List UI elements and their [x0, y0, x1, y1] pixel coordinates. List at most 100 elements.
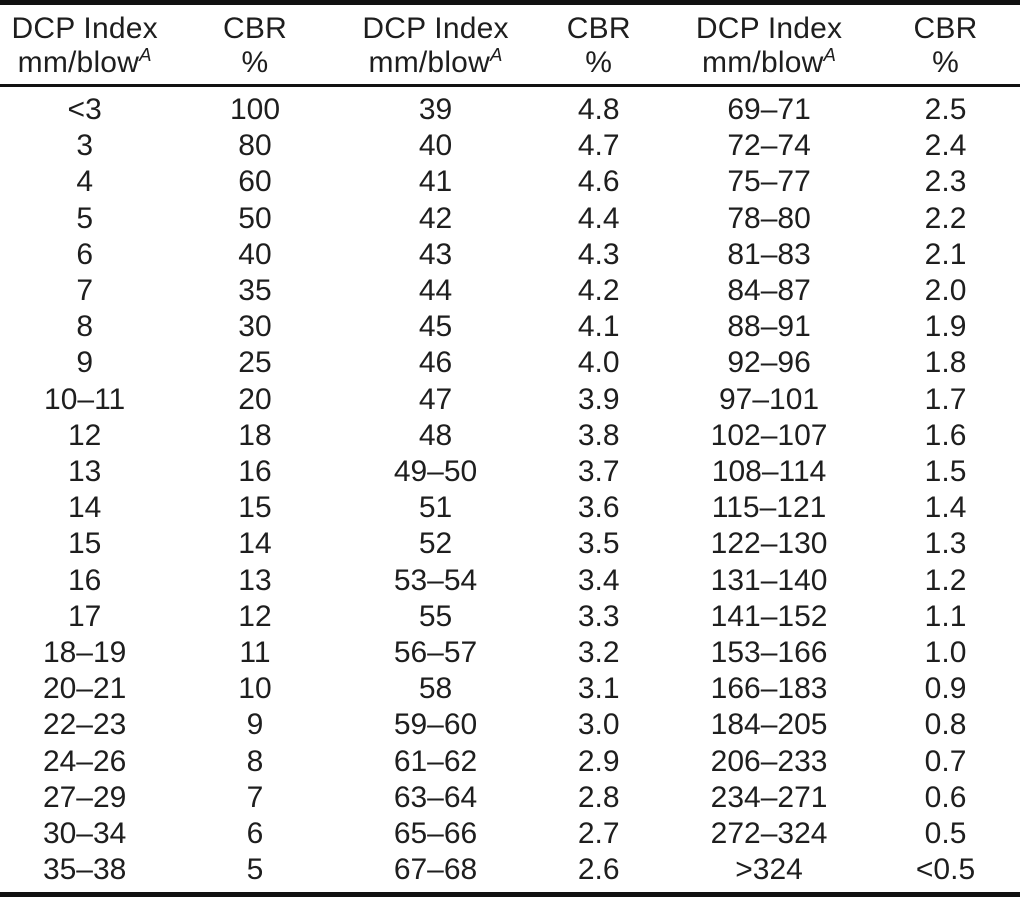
table-cell: 78–80 — [727, 201, 811, 235]
table-cell: 1.0 — [924, 636, 967, 670]
table-cell: 131–140 — [710, 563, 828, 597]
table-row: 3 80 40 4.7 72–74 2.4 — [0, 128, 1020, 164]
table-cell: 81–83 — [727, 237, 811, 271]
table-cell: 5 — [76, 201, 93, 235]
table-cell: 55 — [418, 599, 453, 633]
table-cell: 13 — [238, 563, 272, 597]
table-cell: 30 — [238, 310, 272, 344]
footnote-marker: A — [823, 44, 837, 65]
column-header-line2: mm/blowA — [368, 44, 503, 79]
table-row: 10–11 20 47 3.9 97–101 1.7 — [0, 382, 1020, 418]
table-cell: 80 — [238, 129, 272, 163]
table-cell: 166–183 — [710, 672, 828, 706]
table-cell: 6 — [246, 817, 264, 851]
table-cell: 41 — [418, 165, 453, 199]
table-cell: 153–166 — [710, 636, 828, 670]
table-cell: 47 — [418, 382, 453, 416]
table-cell: 0.5 — [924, 817, 967, 851]
table-cell: 3 — [76, 129, 93, 163]
table-row: 8 30 45 4.1 88–91 1.9 — [0, 309, 1020, 345]
table-cell: 4.7 — [577, 129, 620, 163]
table-cell: 9 — [246, 708, 264, 742]
column-header-line1: CBR — [913, 12, 978, 45]
table-cell: 61–62 — [393, 744, 478, 778]
table-cell: 67–68 — [393, 853, 478, 887]
correlation-table: DCP Index mm/blowA CBR% DCP Index mm/blowA CB… — [0, 5, 1020, 892]
table-cell: 4.0 — [577, 346, 620, 380]
table-row: 6 40 43 4.3 81–83 2.1 — [0, 237, 1020, 273]
table-row: 16 13 53–54 3.4 131–140 1.2 — [0, 563, 1020, 599]
table-cell: 9 — [76, 346, 93, 380]
table-cell: 2.2 — [924, 201, 967, 235]
table-cell: 22–23 — [42, 708, 127, 742]
table-cell: 2.1 — [924, 237, 967, 271]
table-cell: 25 — [238, 346, 272, 380]
table-cell: 3.0 — [577, 708, 620, 742]
table-cell: 8 — [76, 310, 93, 344]
table-cell: 15 — [238, 491, 272, 525]
column-header-line2: % — [932, 46, 959, 79]
table-row: 18–19 11 56–57 3.2 153–166 1.0 — [0, 635, 1020, 671]
table-cell: 18 — [238, 418, 272, 452]
table-cell: 52 — [418, 527, 453, 561]
table-cell: 2.4 — [924, 129, 967, 163]
table-cell: 16 — [67, 563, 102, 597]
table-cell: 3.9 — [577, 382, 620, 416]
table-cell: 3.7 — [577, 455, 620, 489]
table-row: 30–34 6 65–66 2.7 272–324 0.5 — [0, 816, 1020, 852]
table-cell: 4 — [76, 165, 93, 199]
table-cell: 16 — [238, 455, 272, 489]
table-cell: 4.8 — [577, 93, 620, 126]
table-cell: >324 — [735, 853, 803, 887]
table-row: 20–21 10 58 3.1 166–183 0.9 — [0, 671, 1020, 707]
table-cell: 1.5 — [924, 455, 967, 489]
table-cell: 35 — [238, 274, 272, 308]
table-cell: 1.7 — [924, 382, 967, 416]
table-cell: 0.8 — [924, 708, 967, 742]
table-cell: 2.5 — [924, 93, 967, 126]
table-cell: 20–21 — [42, 672, 127, 706]
column-header-line1: CBR — [223, 12, 287, 45]
column-header: CBR% — [530, 5, 668, 87]
table-cell: 2.0 — [924, 274, 967, 308]
table-cell: 20 — [238, 382, 272, 416]
table-row: 9 25 46 4.0 92–96 1.8 — [0, 345, 1020, 381]
table-cell: 14 — [238, 527, 272, 561]
table-cell: 44 — [418, 274, 453, 308]
table-cell: 46 — [418, 346, 453, 380]
table-cell: 1.1 — [924, 599, 967, 633]
table-cell: 97–101 — [719, 382, 820, 416]
table-cell: 100 — [229, 93, 281, 126]
table-cell: 40 — [418, 129, 453, 163]
table-cell: 51 — [418, 491, 453, 525]
table-cell: 102–107 — [710, 418, 828, 452]
table-cell: 49–50 — [393, 455, 478, 489]
table-row: 7 35 44 4.2 84–87 2.0 — [0, 273, 1020, 309]
table-cell: 1.2 — [924, 563, 967, 597]
table-cell: 60 — [238, 165, 272, 199]
table-cell: 13 — [67, 455, 102, 489]
column-header-line2: mm/blowA — [702, 44, 837, 79]
header-row: DCP Index mm/blowA CBR% DCP Index mm/blowA CB… — [0, 5, 1020, 87]
table-cell: 115–121 — [711, 491, 827, 525]
column-header-line1: DCP Index — [695, 12, 843, 45]
table-cell: 88–91 — [727, 310, 811, 344]
table-cell: 234–271 — [710, 780, 828, 814]
table-cell: 12 — [67, 418, 102, 452]
table-cell: 2.3 — [924, 165, 967, 199]
table-cell: 141–152 — [710, 599, 828, 633]
table-cell: 84–87 — [727, 274, 811, 308]
table-cell: 24–26 — [42, 744, 127, 778]
column-header-line2: mm/blowA — [17, 44, 152, 79]
table-cell: 10 — [238, 672, 272, 706]
column-header: CBR% — [871, 5, 1020, 87]
column-header: DCP Index mm/blowA — [667, 5, 872, 87]
table-row: 35–38 5 67–68 2.6 >324 <0.5 — [0, 852, 1020, 892]
table-cell: 30–34 — [42, 817, 127, 851]
table-cell: 7 — [246, 780, 264, 814]
table-cell: 27–29 — [42, 780, 127, 814]
table-header: DCP Index mm/blowA CBR% DCP Index mm/blowA CB… — [0, 5, 1020, 87]
table-cell: 272–324 — [710, 817, 828, 851]
table-row: 27–29 7 63–64 2.8 234–271 0.6 — [0, 780, 1020, 816]
column-header-line1: DCP Index — [362, 12, 509, 45]
